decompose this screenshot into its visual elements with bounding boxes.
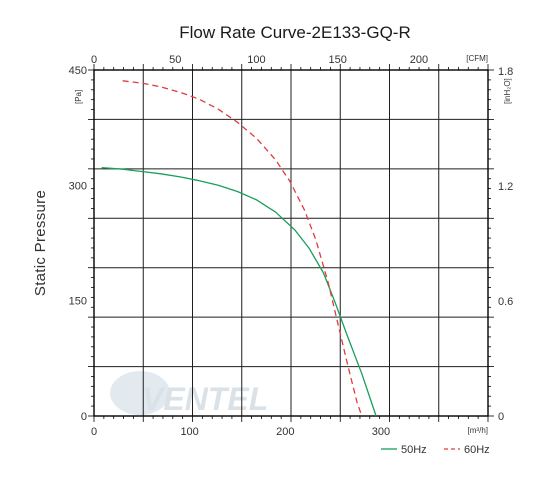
x-tick-label: 100 xyxy=(180,426,198,438)
y-tick-label: 150 xyxy=(69,296,87,308)
plot-frame xyxy=(93,69,489,417)
x-top-tick-labels: 0 50 100 150 200 xyxy=(91,54,428,66)
x-axis-unit: [m³/h] xyxy=(468,426,488,435)
series-lines xyxy=(101,80,377,417)
x-top-tick-label: 50 xyxy=(169,54,181,66)
series-line-50hz xyxy=(101,166,377,417)
y-tick-labels: 0 150 300 450 xyxy=(69,65,87,423)
x-tick-label: 200 xyxy=(276,426,294,438)
y-tick-label: 0 xyxy=(81,411,87,423)
grid xyxy=(94,70,488,416)
y-right-tick-label: 0.6 xyxy=(498,296,513,308)
watermark-fan-icon xyxy=(110,371,170,415)
y-axis-label: Static Pressure xyxy=(32,190,49,296)
legend-label-50hz: 50Hz xyxy=(401,444,427,456)
x-tick-label: 0 xyxy=(91,426,97,438)
x-top-tick-label: 100 xyxy=(247,54,265,66)
chart-title: Flow Rate Curve-2E133-GQ-R xyxy=(179,23,410,42)
watermark: VENTEL xyxy=(110,371,268,417)
y-right-tick-labels: 0 0.6 1.2 1.8 xyxy=(498,66,513,423)
y-right-tick-label: 1.8 xyxy=(498,66,513,78)
y-right-axis-unit: [inH₂O] xyxy=(503,78,512,104)
x-top-axis-unit: [CFM] xyxy=(466,54,488,63)
y-right-tick-label: 0 xyxy=(498,411,504,423)
legend-label-60hz: 60Hz xyxy=(464,444,490,456)
x-tick-labels: 0 100 200 300 xyxy=(91,426,390,438)
y-right-tick-label: 1.2 xyxy=(498,181,513,193)
x-tick-label: 300 xyxy=(372,426,390,438)
y-axis-unit: [Pa] xyxy=(74,90,83,104)
watermark-text: VENTEL xyxy=(142,381,268,417)
x-top-tick-label: 150 xyxy=(329,54,347,66)
y-tick-label: 300 xyxy=(69,180,87,192)
series-line-60hz xyxy=(122,80,363,417)
y-tick-label: 450 xyxy=(69,65,87,77)
x-top-tick-label: 0 xyxy=(91,54,97,66)
legend: 50Hz 60Hz xyxy=(381,444,490,456)
x-top-tick-label: 200 xyxy=(410,54,428,66)
